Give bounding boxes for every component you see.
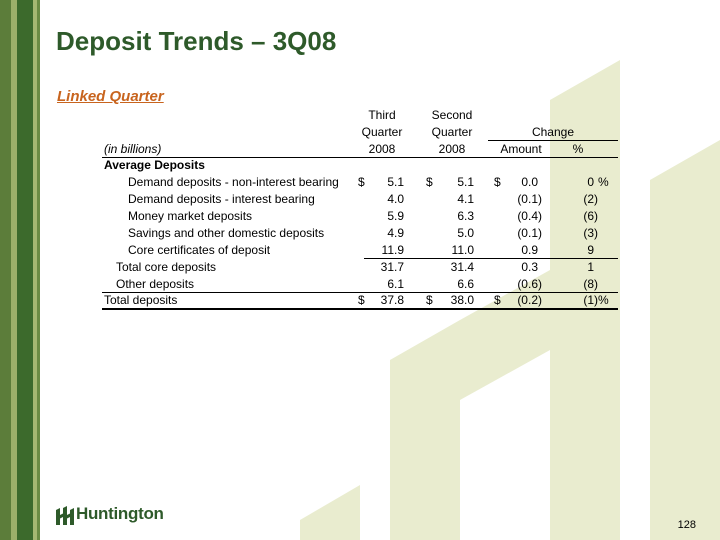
row-label: Savings and other domestic deposits: [128, 226, 325, 240]
pct-sign: %: [598, 293, 609, 307]
q3-value: 11.9: [381, 243, 404, 257]
change-pct: 0: [587, 175, 594, 189]
q2-value: 5.0: [457, 226, 474, 240]
q2-value: 38.0: [450, 293, 474, 307]
q3-value: 4.0: [387, 192, 404, 206]
change-amount: 0.9: [521, 243, 538, 257]
total-rule-bottom: [102, 308, 618, 310]
col-change-header: Change: [531, 125, 575, 139]
section-label: Average Deposits: [104, 158, 205, 172]
row-label: Demand deposits - non-interest bearing: [128, 175, 339, 189]
row-label: Money market deposits: [128, 209, 253, 223]
header-rule: [102, 157, 618, 158]
table-row: Savings and other domestic deposits 4.9 …: [102, 225, 618, 241]
q3-value: 5.1: [387, 175, 404, 189]
header-row-2: Quarter Quarter Change: [102, 124, 618, 140]
table-row: Demand deposits - non-interest bearing $…: [102, 174, 618, 190]
q2-value: 31.4: [450, 260, 474, 274]
row-label: Demand deposits - interest bearing: [128, 192, 315, 206]
change-amount: (0.6): [517, 277, 542, 291]
q3-value: 37.8: [380, 293, 404, 307]
change-pct: (2): [583, 192, 598, 206]
row-label: Total deposits: [104, 293, 178, 307]
change-amount: 0.0: [521, 175, 538, 189]
table-row: Money market deposits 5.9 6.3 (0.4) (6): [102, 208, 618, 224]
table-row: Demand deposits - interest bearing 4.0 4…: [102, 191, 618, 207]
currency-symbol: $: [494, 293, 501, 307]
change-pct: (1): [583, 293, 598, 307]
change-pct: (8): [583, 277, 598, 291]
logo-wordmark: Huntington: [76, 504, 164, 523]
table-row: Total deposits $ 37.8 $ 38.0 $ (0.2) (1)…: [102, 292, 618, 308]
huntington-mark-icon: [56, 506, 74, 525]
currency-symbol: $: [494, 175, 501, 189]
col-second-line1: Second: [431, 108, 473, 122]
change-amount: 0.3: [521, 260, 538, 274]
change-amount: (0.2): [517, 293, 542, 307]
q2-value: 11.0: [451, 243, 474, 257]
row-label: Core certificates of deposit: [128, 243, 271, 257]
background-watermark: [300, 60, 720, 540]
huntington-logo: Huntington: [56, 504, 168, 526]
table-row: Other deposits 6.1 6.6 (0.6) (8): [102, 276, 618, 292]
currency-symbol: $: [426, 175, 433, 189]
change-pct: (6): [583, 209, 598, 223]
q2-value: 4.1: [457, 192, 474, 206]
decorative-stripes: [0, 0, 40, 540]
q2-value: 6.3: [457, 209, 474, 223]
change-header-rule: [488, 140, 618, 141]
table-row: Total core deposits 31.7 31.4 0.3 1: [102, 259, 618, 275]
q3-value: 4.9: [387, 226, 404, 240]
currency-symbol: $: [358, 293, 365, 307]
col-third-line2: Quarter: [361, 125, 403, 139]
page-title: Deposit Trends – 3Q08: [56, 26, 337, 56]
section-subtitle: Linked Quarter: [57, 88, 164, 105]
row-label: Other deposits: [116, 277, 195, 291]
total-rule-top: [102, 292, 618, 293]
header-row-3: (in billions) 2008 2008 Amount %: [102, 141, 618, 157]
currency-symbol: $: [426, 293, 433, 307]
col-third-line3: 2008: [368, 142, 396, 156]
q3-value: 6.1: [387, 277, 404, 291]
q2-value: 5.1: [457, 175, 474, 189]
change-amount: (0.1): [517, 192, 542, 206]
units-label: (in billions): [104, 142, 162, 156]
col-second-line3: 2008: [438, 142, 466, 156]
change-amount: (0.1): [517, 226, 542, 240]
currency-symbol: $: [358, 175, 365, 189]
subtotal-rule: [364, 258, 618, 259]
change-amount: (0.4): [517, 209, 542, 223]
q3-value: 5.9: [387, 209, 404, 223]
col-pct-header: %: [572, 142, 584, 156]
change-pct: 1: [587, 260, 594, 274]
q3-value: 31.7: [380, 260, 404, 274]
pct-sign: %: [598, 175, 609, 189]
page-number: 128: [677, 519, 696, 531]
section-row: Average Deposits: [102, 157, 618, 173]
change-pct: (3): [583, 226, 598, 240]
col-amount-header: Amount: [500, 142, 542, 156]
q2-value: 6.6: [457, 277, 474, 291]
col-second-line2: Quarter: [431, 125, 473, 139]
row-label: Total core deposits: [116, 260, 217, 274]
header-row-1: Third Second: [102, 107, 618, 123]
col-third-line1: Third: [368, 108, 396, 122]
change-pct: 9: [587, 243, 594, 257]
table-row: Core certificates of deposit 11.9 11.0 0…: [102, 242, 618, 258]
